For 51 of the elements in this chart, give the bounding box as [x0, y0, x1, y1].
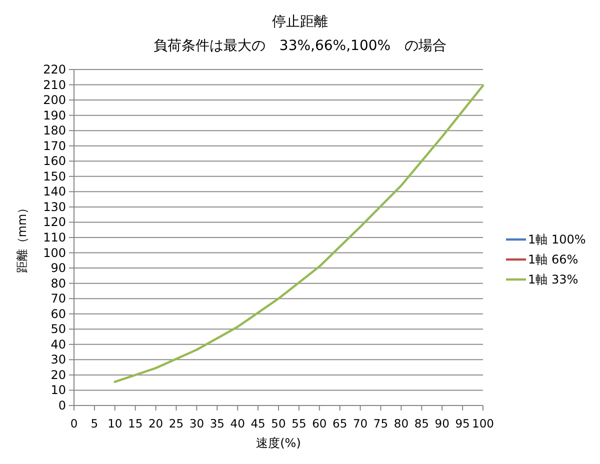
y-tick-label: 40 [50, 337, 66, 352]
x-tick-label: 50 [271, 416, 286, 430]
y-tick-label: 80 [50, 276, 66, 290]
y-tick-label: 170 [43, 138, 66, 153]
y-tick-label: 70 [50, 292, 66, 306]
x-tick-label: 45 [250, 416, 266, 430]
y-axis-title: 距離（mm） [15, 202, 29, 274]
x-tick-label: 15 [128, 416, 143, 430]
y-tick-label: 120 [43, 215, 66, 230]
legend-label: 1軸 100% [528, 232, 586, 246]
y-tick-label: 210 [43, 78, 66, 92]
y-tick-label: 190 [43, 108, 66, 122]
x-tick-label: 0 [70, 416, 78, 430]
x-tick-label: 35 [210, 416, 224, 430]
y-tick-label: 160 [43, 154, 66, 168]
x-tick-label: 30 [189, 416, 204, 430]
x-axis-title: 速度(%) [256, 436, 301, 450]
y-tick-label: 60 [50, 306, 66, 321]
x-tick-label: 60 [312, 416, 327, 430]
y-tick-label: 20 [50, 368, 66, 382]
legend-label: 1軸 66% [528, 252, 578, 266]
y-tick-label: 140 [43, 184, 66, 199]
x-tick-label: 95 [455, 416, 470, 430]
x-tick-label: 10 [108, 416, 122, 430]
x-tick-label: 100 [472, 416, 494, 430]
x-tick-label: 75 [373, 416, 388, 430]
y-tick-label: 0 [58, 398, 66, 412]
y-tick-label: 10 [50, 383, 66, 398]
y-tick-label: 90 [50, 261, 66, 276]
x-tick-label: 55 [292, 416, 306, 430]
y-tick-label: 50 [50, 322, 66, 336]
chart-title: 停止距離 [272, 14, 328, 30]
y-tick-label: 30 [50, 352, 66, 367]
y-tick-label: 110 [43, 230, 66, 244]
y-tick-label: 100 [43, 246, 66, 260]
x-tick-label: 90 [434, 416, 450, 430]
y-tick-label: 180 [43, 124, 66, 138]
x-tick-label: 65 [332, 416, 348, 430]
x-tick-label: 70 [352, 416, 368, 430]
chart-subtitle: 負荷条件は最大の 33%,66%,100% の場合 [153, 38, 447, 54]
x-tick-label: 20 [148, 416, 164, 430]
y-tick-label: 220 [43, 62, 66, 76]
y-tick-label: 130 [43, 200, 66, 214]
legend-label: 1軸 33% [528, 272, 578, 286]
y-tick-label: 150 [43, 169, 66, 184]
x-tick-label: 25 [168, 416, 184, 430]
x-tick-label: 80 [394, 416, 409, 430]
x-tick-label: 5 [90, 416, 98, 430]
x-tick-label: 85 [414, 416, 429, 430]
y-tick-label: 200 [43, 93, 66, 108]
x-tick-label: 40 [230, 416, 245, 430]
